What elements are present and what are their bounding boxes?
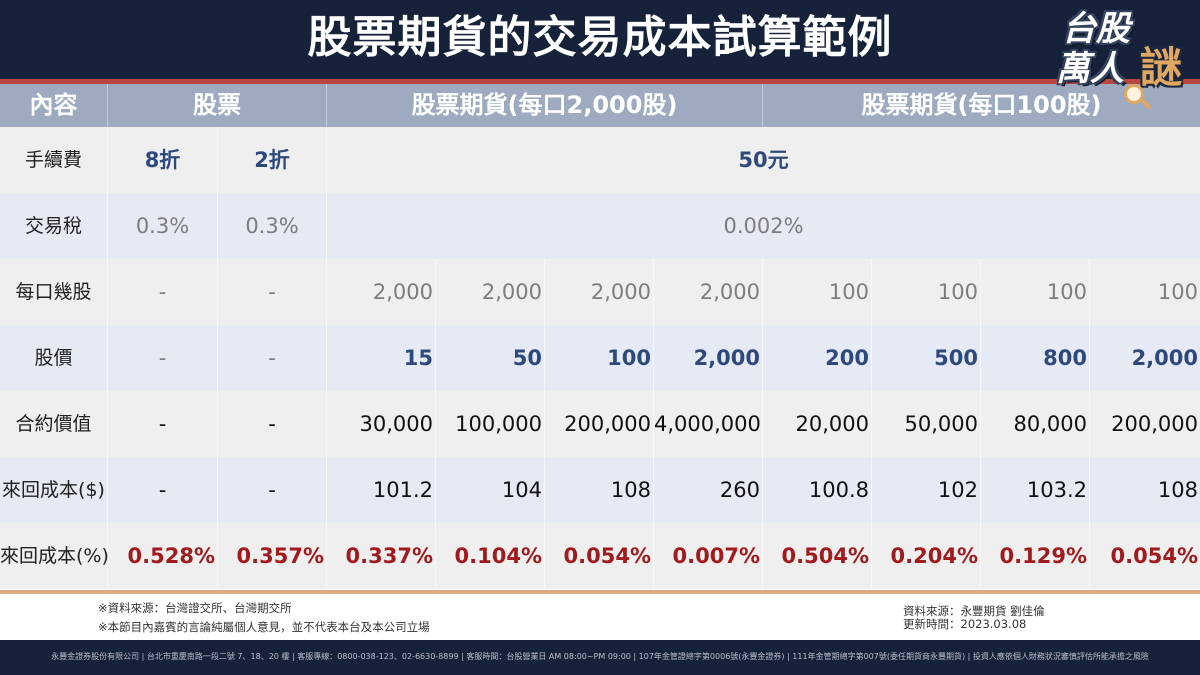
- row-label: 手續費: [0, 127, 108, 193]
- futures-cell: 0.104%: [436, 523, 545, 589]
- stock-cell: -: [218, 259, 327, 325]
- row-label: 合約價值: [0, 391, 108, 457]
- footer-company-info: 永豐金證券股份有限公司 | 台北市重慶南路一段二號 7、18、20 樓 | 客服…: [51, 652, 1149, 661]
- futures-cell: 20,000: [763, 391, 872, 457]
- futures-cell: 100.8: [763, 457, 872, 523]
- futures-cell: 2,000: [436, 259, 545, 325]
- futures-cell: 4,000,000: [654, 391, 763, 457]
- futures-cell: 108: [1157, 478, 1198, 502]
- row-label: 來回成本($): [0, 457, 108, 523]
- futures-cell: 100,000: [436, 391, 545, 457]
- futures-cell: 2,000: [545, 259, 654, 325]
- stock-cell: 8折: [108, 127, 218, 193]
- table-row-shares-per-lot: 每口幾股 - - 2,000 2,000 2,000 2,000 100 100…: [0, 259, 1200, 325]
- futures-cell: 50,000: [872, 391, 981, 457]
- stock-cell: -: [218, 325, 327, 391]
- magnifier-handle-icon: [1140, 98, 1152, 110]
- table-row-contract-value: 合約價值 - - 30,000 100,000 200,000 4,000,00…: [0, 391, 1200, 457]
- futures-cell: 0.204%: [872, 523, 981, 589]
- futures-cell: 0.129%: [981, 523, 1090, 589]
- futures-cell: 108: [545, 457, 654, 523]
- futures-cell: 100: [1157, 280, 1198, 304]
- futures-cell: 0.337%: [327, 523, 436, 589]
- accent-divider: [0, 79, 1200, 84]
- futures-cell: 800: [981, 325, 1090, 391]
- futures-cell: 0.054%: [545, 523, 654, 589]
- page-title: 股票期貨的交易成本試算範例: [307, 12, 893, 63]
- futures-cell: 50: [436, 325, 545, 391]
- futures-cell: 0.504%: [763, 523, 872, 589]
- logo-text-bottom: 萬人: [1056, 49, 1124, 89]
- futures-cell: 100: [763, 259, 872, 325]
- stock-cell: -: [218, 391, 327, 457]
- table-row-round-trip-cost-percent: 來回成本(%) 0.528% 0.357% 0.337% 0.104% 0.05…: [0, 523, 1200, 589]
- footer-bar: 永豐金證券股份有限公司 | 台北市重慶南路一段二號 7、18、20 樓 | 客服…: [0, 640, 1200, 675]
- futures-merged-cell: 0.002%: [723, 214, 804, 238]
- table-header-row: 內容 股票 股票期貨(每口2,000股) 股票期貨(每口100股): [0, 84, 1200, 127]
- table-row-round-trip-cost-dollar: 來回成本($) - - 101.2 104 108 260 100.8 102 …: [0, 457, 1200, 523]
- futures-cell: 2,000: [327, 259, 436, 325]
- title-bar: 股票期貨的交易成本試算範例: [0, 0, 1200, 80]
- stock-cell: 0.357%: [218, 523, 327, 589]
- futures-cell: 101.2: [327, 457, 436, 523]
- table-row-price: 股價 - - 15 50 100 2,000 200 500 800 2,000: [0, 325, 1200, 391]
- futures-cell: 104: [436, 457, 545, 523]
- futures-cell: 0.007%: [654, 523, 763, 589]
- stock-cell: 2折: [218, 127, 327, 193]
- header-content: 內容: [0, 84, 108, 127]
- note-disclaimer: ※本節目內嘉賓的言論純屬個人意見，並不代表本台及本公司立場: [98, 620, 430, 634]
- table-row-fee: 手續費 8折 2折 50元: [0, 127, 1200, 193]
- futures-cell: 30,000: [327, 391, 436, 457]
- futures-cell: 100: [872, 259, 981, 325]
- source-author: 資料來源：永豐期貨 劉佳倫: [903, 604, 1045, 618]
- futures-cell: 260: [654, 457, 763, 523]
- row-label: 來回成本(%): [0, 523, 109, 589]
- stock-cell: -: [108, 259, 218, 325]
- logo-text-accent: 謎: [1140, 43, 1183, 92]
- futures-cell: 200,000: [545, 391, 654, 457]
- magnifier-icon: [1124, 84, 1144, 104]
- futures-cell: 102: [872, 457, 981, 523]
- futures-cell: 200: [763, 325, 872, 391]
- futures-cell: 2,000: [654, 325, 763, 391]
- stock-cell: 0.528%: [108, 523, 218, 589]
- futures-cell: 100: [981, 259, 1090, 325]
- futures-cell: 80,000: [981, 391, 1090, 457]
- show-logo: 台股 萬人 謎: [1052, 6, 1192, 118]
- row-label: 交易稅: [0, 193, 108, 259]
- stock-cell: 0.3%: [108, 193, 218, 259]
- stock-cell: -: [108, 457, 218, 523]
- source-update-time: 更新時間：2023.03.08: [903, 617, 1027, 631]
- futures-cell: 200,000: [1111, 412, 1198, 436]
- header-futures-2000: 股票期貨(每口2,000股): [327, 84, 763, 127]
- footer-divider: [0, 590, 1200, 594]
- futures-cell: 15: [327, 325, 436, 391]
- table-row-tax: 交易稅 0.3% 0.3% 0.002%: [0, 193, 1200, 259]
- futures-cell: 2,000: [654, 259, 763, 325]
- stock-cell: -: [218, 457, 327, 523]
- stock-cell: 0.3%: [218, 193, 327, 259]
- futures-merged-cell: 50元: [738, 148, 789, 172]
- row-label: 股價: [0, 325, 108, 391]
- futures-cell: 103.2: [981, 457, 1090, 523]
- stock-cell: -: [108, 391, 218, 457]
- header-futures-100: 股票期貨(每口100股): [861, 91, 1102, 119]
- futures-cell: 2,000: [1131, 346, 1198, 370]
- futures-cell: 100: [545, 325, 654, 391]
- header-stock: 股票: [108, 84, 327, 127]
- row-label: 每口幾股: [0, 259, 108, 325]
- futures-cell: 500: [872, 325, 981, 391]
- note-data-source: ※資料來源：台灣證交所、台灣期交所: [98, 601, 292, 615]
- stock-cell: -: [108, 325, 218, 391]
- futures-cell: 0.054%: [1110, 544, 1198, 568]
- logo-text-top: 台股: [1062, 9, 1130, 49]
